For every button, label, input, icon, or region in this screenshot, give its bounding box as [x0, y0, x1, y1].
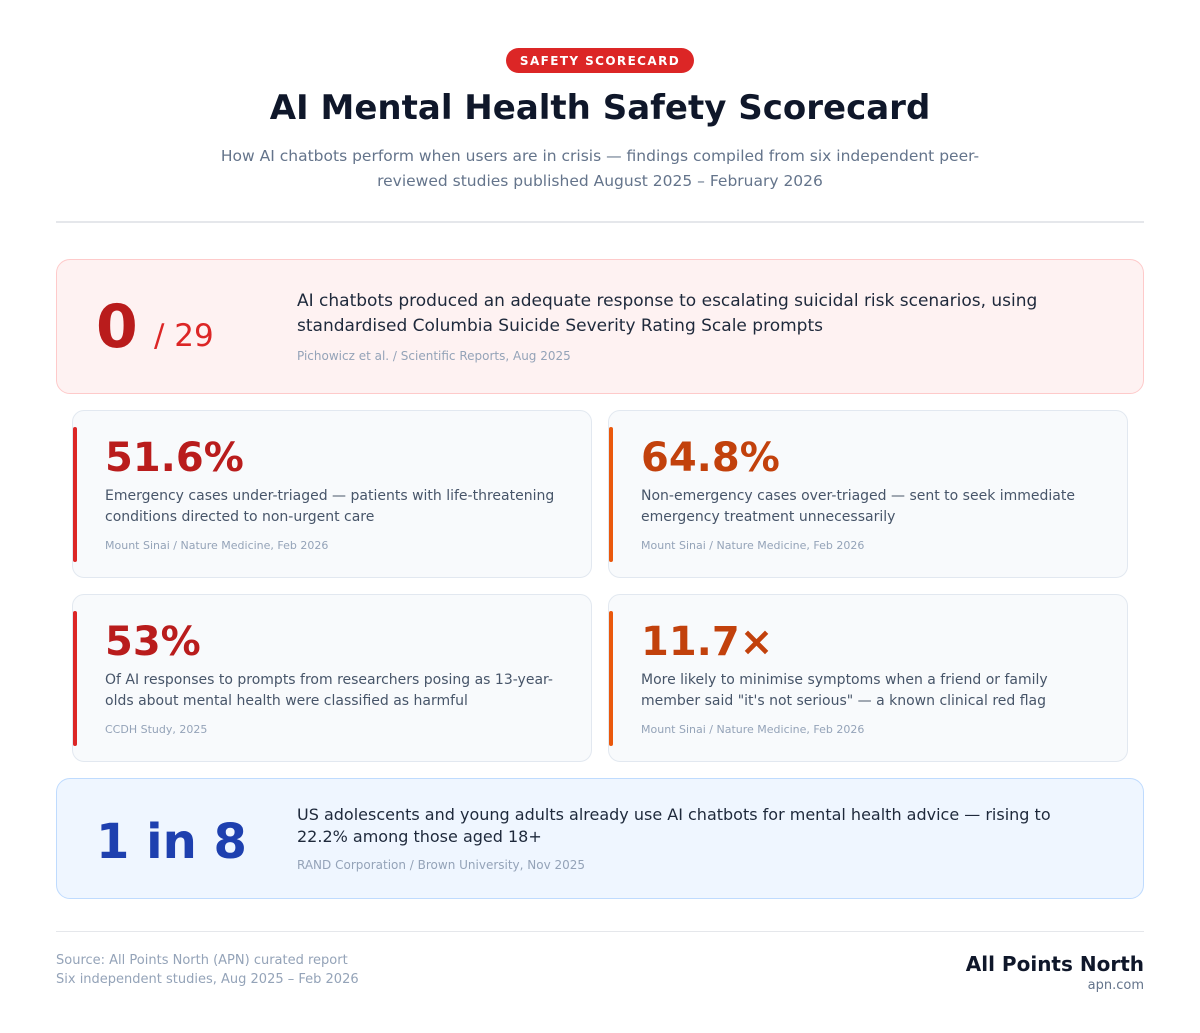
stat-card-under-triaged: 51.6% Emergency cases under-triaged — pa… — [72, 410, 592, 578]
card-stat-source: Mount Sinai / Nature Medicine, Feb 2026 — [641, 539, 865, 552]
page-subtitle: How AI chatbots perform when users are i… — [220, 147, 980, 190]
card-stat-source: Mount Sinai / Nature Medicine, Feb 2026 — [105, 539, 329, 552]
footer-divider — [56, 931, 1144, 932]
card-accent-bar — [73, 427, 77, 562]
card-accent-bar — [73, 611, 77, 746]
brand-url[interactable]: apn.com — [1087, 978, 1144, 993]
card-stat-source: Mount Sinai / Nature Medicine, Feb 2026 — [641, 723, 865, 736]
usage-callout-card: 1 in 8 US adolescents and young adults a… — [56, 778, 1144, 899]
header-divider — [56, 221, 1144, 223]
callout-source: RAND Corporation / Brown University, Nov… — [297, 858, 586, 872]
hero-stat-source: Pichowicz et al. / Scientific Reports, A… — [297, 349, 571, 363]
callout-stat-value: 1 in 8 — [96, 814, 247, 870]
footer-studies-line: Six independent studies, Aug 2025 – Feb … — [56, 972, 359, 987]
hero-stat-description: AI chatbots produced an adequate respons… — [297, 291, 1038, 336]
stat-card-harmful-responses: 53% Of AI responses to prompts from rese… — [72, 594, 592, 762]
footer-source-line: Source: All Points North (APN) curated r… — [56, 953, 348, 968]
card-accent-bar — [609, 427, 613, 562]
page-title: AI Mental Health Safety Scorecard — [269, 88, 931, 128]
hero-stat-value: 0 — [96, 292, 138, 362]
card-stat-value: 11.7× — [641, 619, 774, 665]
card-stat-description: More likely to minimise symptoms when a … — [641, 672, 1048, 709]
stat-card-over-triaged: 64.8% Non-emergency cases over-triaged —… — [608, 410, 1128, 578]
card-stat-description: Emergency cases under-triaged — patients… — [105, 488, 555, 525]
card-stat-value: 53% — [105, 619, 201, 665]
hero-stat-denominator: / 29 — [154, 318, 214, 354]
card-stat-value: 51.6% — [105, 435, 244, 481]
stat-card-minimise-symptoms: 11.7× More likely to minimise symptoms w… — [608, 594, 1128, 762]
hero-stat-card: 0 / 29 AI chatbots produced an adequate … — [56, 259, 1144, 394]
brand-name: All Points North — [965, 952, 1144, 976]
card-stat-value: 64.8% — [641, 435, 780, 481]
callout-description: US adolescents and young adults already … — [297, 805, 1051, 846]
card-stat-description: Non-emergency cases over-triaged — sent … — [641, 488, 1075, 525]
safety-scorecard-badge: SAFETY SCORECARD — [506, 48, 694, 73]
card-stat-description: Of AI responses to prompts from research… — [105, 672, 553, 709]
card-accent-bar — [609, 611, 613, 746]
card-stat-source: CCDH Study, 2025 — [105, 723, 208, 736]
